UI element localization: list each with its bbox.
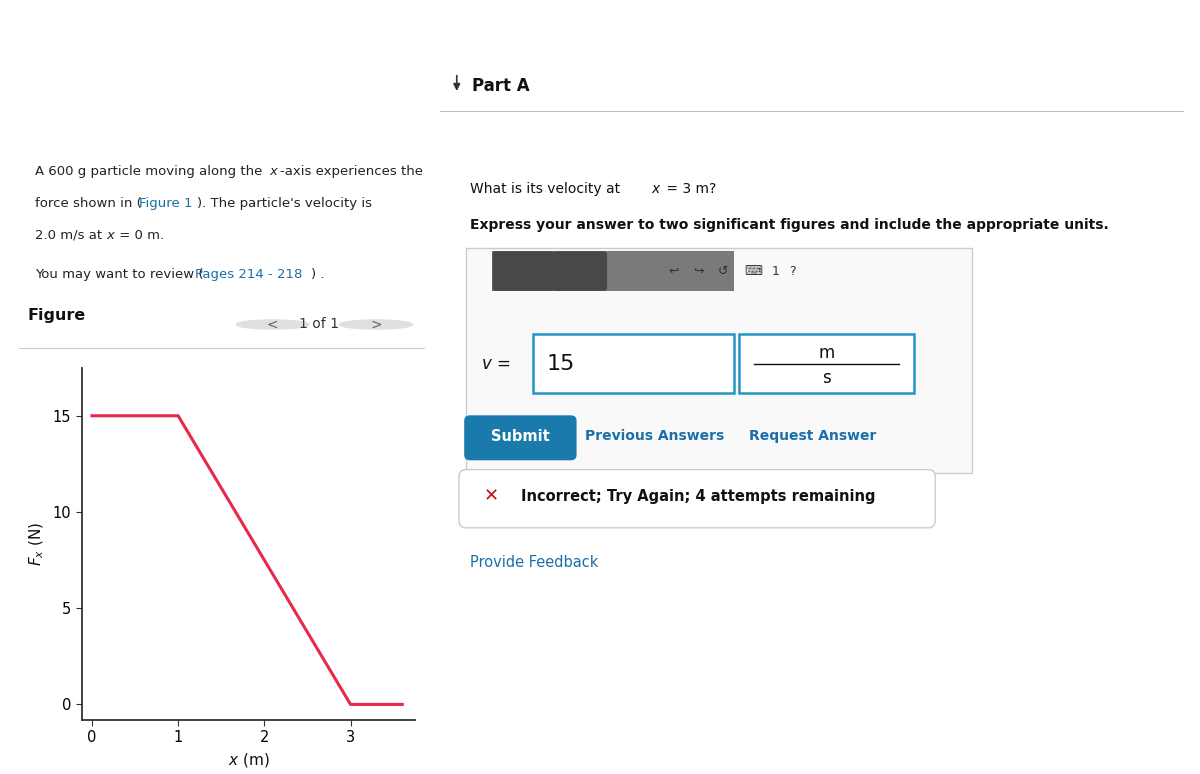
- FancyBboxPatch shape: [739, 334, 914, 393]
- Text: Submit: Submit: [491, 429, 550, 444]
- Text: Express your answer to two significant figures and include the appropriate units: Express your answer to two significant f…: [470, 218, 1109, 232]
- Text: m: m: [818, 344, 835, 362]
- Text: ). The particle's velocity is: ). The particle's velocity is: [197, 197, 372, 210]
- Text: force shown in (: force shown in (: [36, 197, 142, 210]
- Text: >: >: [371, 317, 382, 331]
- Text: Incorrect; Try Again; 4 attempts remaining: Incorrect; Try Again; 4 attempts remaini…: [521, 488, 875, 504]
- Text: What is its velocity at: What is its velocity at: [470, 182, 625, 196]
- FancyBboxPatch shape: [492, 252, 734, 291]
- Text: Figure: Figure: [28, 309, 85, 324]
- Text: s: s: [822, 369, 832, 387]
- Text: = 0 m.: = 0 m.: [115, 228, 164, 241]
- FancyBboxPatch shape: [533, 334, 734, 393]
- Text: x: x: [650, 182, 659, 196]
- Text: Figure 1: Figure 1: [139, 197, 193, 210]
- Text: Previous Answers: Previous Answers: [586, 430, 725, 444]
- Text: Part A: Part A: [472, 77, 529, 95]
- Text: ↪: ↪: [694, 265, 704, 278]
- Text: $v$ =: $v$ =: [481, 354, 510, 373]
- Text: ?: ?: [786, 265, 797, 278]
- Text: ↺: ↺: [718, 265, 728, 278]
- FancyBboxPatch shape: [458, 470, 935, 528]
- Circle shape: [236, 320, 310, 329]
- FancyBboxPatch shape: [467, 248, 972, 473]
- Text: ) .: ) .: [311, 268, 325, 281]
- X-axis label: $x$ (m): $x$ (m): [228, 751, 269, 769]
- Text: -axis experiences the: -axis experiences the: [280, 165, 424, 178]
- Text: Request Answer: Request Answer: [749, 430, 876, 444]
- Text: You may want to review (: You may want to review (: [36, 268, 204, 281]
- FancyBboxPatch shape: [464, 416, 576, 461]
- Text: = 3 m?: = 3 m?: [662, 182, 716, 196]
- Text: x: x: [270, 165, 277, 178]
- Text: <: <: [266, 317, 278, 331]
- Text: Pages 214 - 218: Pages 214 - 218: [196, 268, 302, 281]
- Y-axis label: $F_x$ (N): $F_x$ (N): [28, 522, 46, 566]
- Text: ⌨: ⌨: [744, 265, 762, 278]
- Circle shape: [340, 320, 413, 329]
- Text: ↩: ↩: [668, 265, 679, 278]
- Text: 15: 15: [547, 354, 575, 374]
- Text: A 600 g particle moving along the: A 600 g particle moving along the: [36, 165, 268, 178]
- FancyBboxPatch shape: [553, 252, 607, 291]
- Text: x: x: [107, 228, 114, 241]
- Text: Provide Feedback: Provide Feedback: [470, 555, 599, 570]
- FancyBboxPatch shape: [492, 252, 554, 291]
- Text: 1 of 1: 1 of 1: [299, 317, 340, 331]
- Text: 1: 1: [772, 265, 779, 278]
- Text: ✕: ✕: [484, 487, 498, 505]
- Text: 2.0 m/s at: 2.0 m/s at: [36, 228, 107, 241]
